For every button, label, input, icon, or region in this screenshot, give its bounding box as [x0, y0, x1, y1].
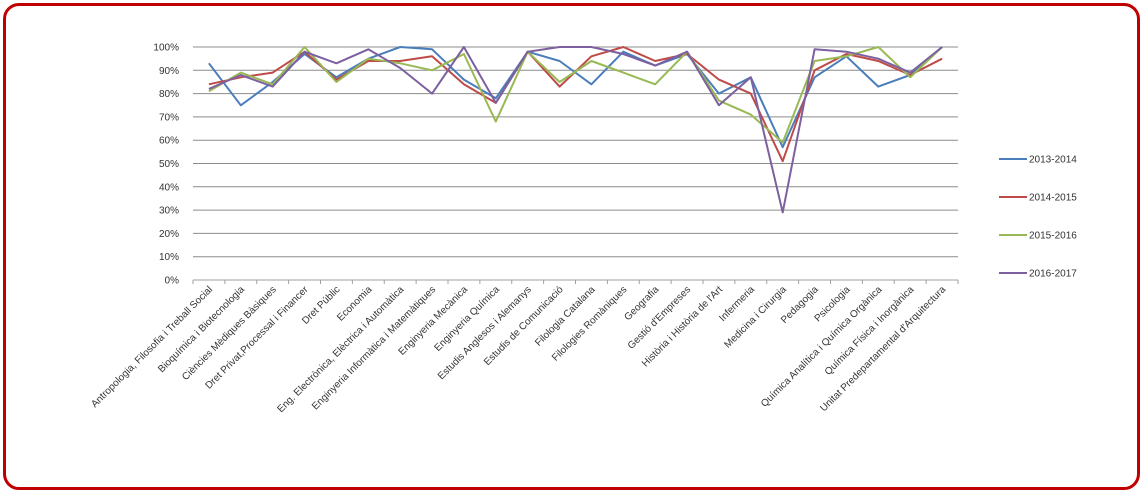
line-chart: 0% 10% 20% 30% 40% 50% 60% 70% 80% 90% 100% Antrop… — [89, 43, 1077, 416]
x-category-label: Antropologia, Filosofia i Treball Social — [89, 284, 215, 410]
legend-label: 2016-2017 — [1029, 269, 1077, 280]
x-axis-category-labels: Antropologia, Filosofia i Treball Social… — [89, 284, 948, 415]
y-tick-label: 20% — [159, 229, 179, 240]
y-tick-label: 0% — [165, 276, 180, 287]
legend-label: 2014-2015 — [1029, 193, 1077, 204]
y-tick-label: 80% — [159, 89, 179, 100]
y-tick-label: 40% — [159, 182, 179, 193]
series-line-2016-2017 — [208, 46, 943, 214]
series-line-2015-2016 — [208, 46, 943, 144]
y-tick-label: 60% — [159, 136, 179, 147]
x-axis — [192, 280, 959, 284]
chart-frame: 0% 10% 20% 30% 40% 50% 60% 70% 80% 90% 100% Antrop… — [3, 3, 1140, 490]
y-tick-label: 70% — [159, 112, 179, 123]
x-category-label: Filologia Catalana — [533, 284, 598, 349]
y-tick-label: 10% — [159, 252, 179, 263]
legend-label: 2013-2014 — [1029, 155, 1077, 166]
y-tick-label: 30% — [159, 206, 179, 217]
legend: 2013-2014 2014-2015 2015-2016 2016-2017 — [999, 155, 1077, 280]
y-axis-ticks: 0% 10% 20% 30% 40% 50% 60% 70% 80% 90% 100% — [153, 43, 179, 287]
y-tick-label: 90% — [159, 66, 179, 77]
y-tick-label: 100% — [153, 43, 179, 54]
y-tick-label: 50% — [159, 159, 179, 170]
gridlines — [193, 46, 958, 281]
legend-label: 2015-2016 — [1029, 231, 1077, 242]
series-lines — [208, 46, 943, 214]
